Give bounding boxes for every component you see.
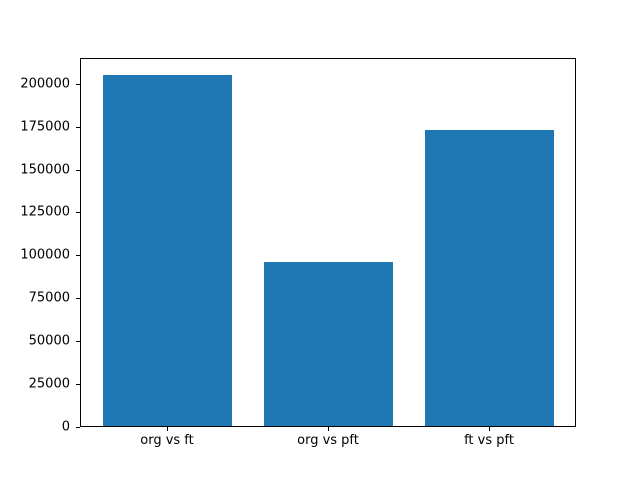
- x-tick-mark: [328, 427, 329, 431]
- y-tick-mark: [76, 341, 80, 342]
- x-tick-mark: [167, 427, 168, 431]
- y-tick-label: 200000: [20, 76, 70, 92]
- bar-ft-vs-pft: [424, 130, 554, 426]
- bar-org-vs-pft: [263, 262, 393, 426]
- y-tick-label: 75000: [28, 290, 70, 306]
- y-tick-label: 100000: [20, 247, 70, 263]
- y-tick-mark: [76, 170, 80, 171]
- y-tick-label: 150000: [20, 162, 70, 178]
- x-tick-mark: [489, 427, 490, 431]
- x-tick-label: org vs pft: [297, 433, 359, 448]
- y-tick-label: 175000: [20, 119, 70, 135]
- y-tick-mark: [76, 212, 80, 213]
- y-tick-label: 0: [61, 419, 70, 435]
- bar-org-vs-ft: [102, 75, 232, 426]
- x-tick-label: ft vs pft: [464, 433, 514, 448]
- y-tick-label: 50000: [28, 333, 70, 349]
- y-tick-label: 125000: [20, 204, 70, 220]
- y-tick-mark: [76, 84, 80, 85]
- x-tick-label: org vs ft: [140, 433, 194, 448]
- y-tick-mark: [76, 427, 80, 428]
- y-tick-mark: [76, 255, 80, 256]
- y-tick-mark: [76, 127, 80, 128]
- y-tick-mark: [76, 298, 80, 299]
- plot-area: [80, 58, 576, 427]
- y-tick-label: 25000: [28, 376, 70, 392]
- y-tick-mark: [76, 384, 80, 385]
